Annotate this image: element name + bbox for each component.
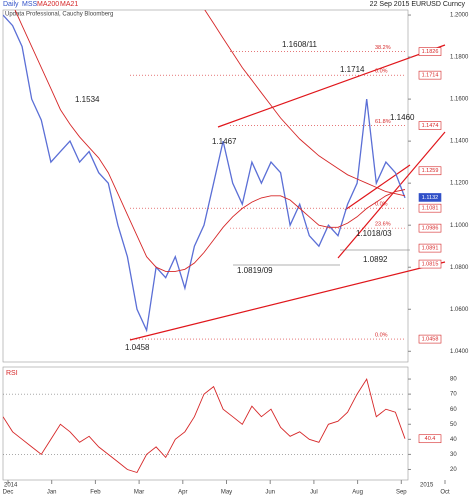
y-tick-label: 30 xyxy=(450,452,457,458)
year-label: 2014 xyxy=(4,483,18,489)
level-label: 1.1714 xyxy=(422,73,439,79)
level-label: 1.0458 xyxy=(422,337,439,343)
header-sub: Updata Professional, Cauchy Bloomberg xyxy=(5,12,113,18)
level-box xyxy=(418,334,442,344)
header-ma21: MA21 xyxy=(60,1,78,8)
y-tick-label: 1.1400 xyxy=(450,139,469,145)
x-tick-label: Feb xyxy=(90,490,101,496)
price-annotation: 1.1714 xyxy=(340,65,365,74)
level-label: 1.1081 xyxy=(422,206,439,212)
y-tick-label: 80 xyxy=(450,377,457,383)
y-tick-label: 70 xyxy=(450,392,457,398)
price-frame xyxy=(2,9,409,363)
level-label: 1.1259 xyxy=(422,168,439,174)
x-tick-label: Apr xyxy=(178,490,187,496)
price-annotation: 1.1608/11 xyxy=(282,40,318,49)
price-annotation: 1.1534 xyxy=(75,95,100,104)
series-line xyxy=(204,10,406,197)
x-tick-label: Jan xyxy=(47,490,57,496)
level-box xyxy=(418,166,442,176)
x-tick-label: May xyxy=(221,490,232,496)
support-lines xyxy=(233,249,410,266)
y-tick-label: 20 xyxy=(450,467,457,473)
y-tick-label: 60 xyxy=(450,407,457,413)
x-tick-label: Jul xyxy=(310,490,318,496)
level-box xyxy=(418,193,442,202)
price-annotation: 1.0458 xyxy=(125,343,150,352)
level-box xyxy=(418,259,442,269)
level-label: 1.1826 xyxy=(422,49,439,55)
series-line xyxy=(14,10,406,272)
x-tick-label: Oct xyxy=(440,490,450,496)
y-tick-label: 1.0400 xyxy=(450,349,469,355)
x-tick-label: Sep xyxy=(396,490,407,496)
y-tick-label: 50 xyxy=(450,422,457,428)
x-tick-label: Jun xyxy=(265,490,275,496)
x-tick-label: Aug xyxy=(352,490,363,496)
level-label: 1.0986 xyxy=(422,226,439,232)
price-annotation: 1.1460 xyxy=(390,113,415,122)
x-tick-label: Mar xyxy=(134,490,144,496)
y-tick-label: 40 xyxy=(450,437,457,443)
header-study: MSS xyxy=(22,1,38,8)
y-tick-label: 1.1600 xyxy=(450,97,469,103)
y-tick-label: 1.1800 xyxy=(450,55,469,61)
level-label: 1.1474 xyxy=(422,123,439,129)
price-annotation: 1.0892 xyxy=(363,255,388,264)
trendline xyxy=(337,131,446,259)
level-box xyxy=(418,47,442,56)
rsi-title: RSI xyxy=(6,370,18,377)
header-mode: Daily xyxy=(3,1,19,8)
header-right: 22 Sep 2015 EURUSD Curncy xyxy=(370,1,466,8)
level-box xyxy=(418,223,442,233)
fib-label: 38.2% xyxy=(375,45,391,51)
fib-label: 0.0% xyxy=(375,333,388,339)
series-line xyxy=(3,14,406,333)
fib-label: 61.8% xyxy=(375,119,391,125)
header-ma200: MA200 xyxy=(37,1,59,8)
level-box xyxy=(418,243,442,253)
price-annotation: 1.1018/03 xyxy=(356,229,392,238)
y-tick-label: 1.0800 xyxy=(450,265,469,271)
y-tick-label: 1.0600 xyxy=(450,307,469,313)
level-label: 1.0815 xyxy=(422,262,439,268)
rsi-frame xyxy=(2,366,409,481)
trendline xyxy=(217,44,446,128)
level-label: 1.1132 xyxy=(422,195,438,201)
series-line xyxy=(3,377,406,474)
level-box xyxy=(418,203,442,213)
fib-label: 0.0% xyxy=(375,202,388,208)
year-label: 2015 xyxy=(420,483,434,489)
level-box xyxy=(418,70,442,80)
trendline xyxy=(129,261,446,341)
level-label: 1.0891 xyxy=(422,246,439,252)
x-tick-label: Dec xyxy=(3,490,14,496)
y-tick-label: 1.2000 xyxy=(450,13,469,19)
price-annotation: 1.0819/09 xyxy=(237,266,273,275)
level-box xyxy=(418,121,442,130)
y-tick-label: 1.1000 xyxy=(450,223,469,229)
level-label: 40.4 xyxy=(425,436,436,442)
fib-label: 23.6% xyxy=(375,222,391,228)
price-annotation: 1.1467 xyxy=(212,137,237,146)
y-tick-label: 1.1200 xyxy=(450,181,469,187)
level-box xyxy=(418,434,442,444)
fib-label: 0.0% xyxy=(375,69,388,75)
